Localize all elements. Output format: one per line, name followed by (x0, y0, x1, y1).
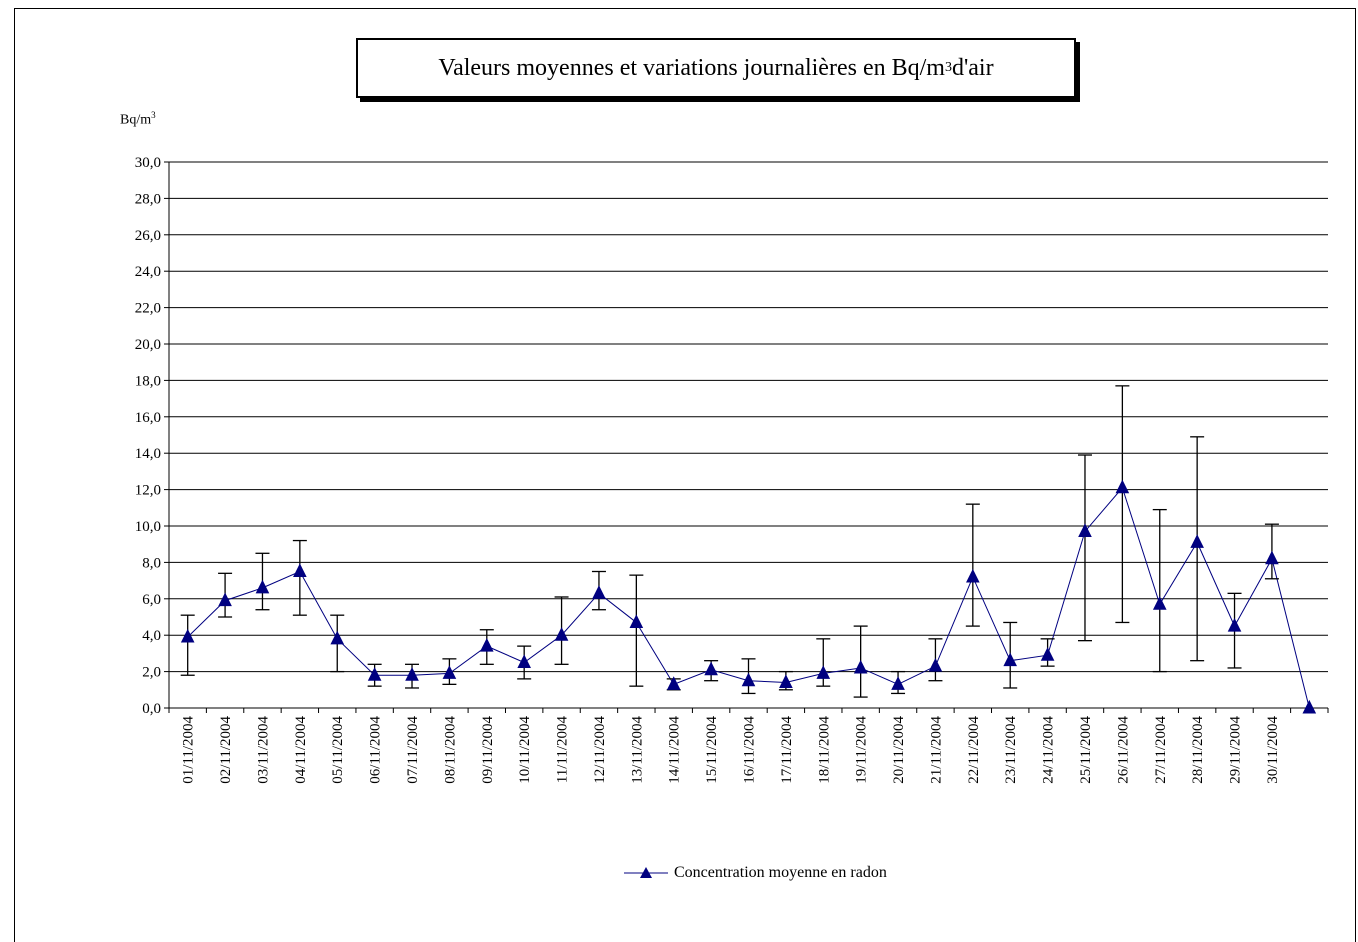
data-point (1040, 647, 1055, 661)
chart-title-main: Valeurs moyennes et variations journaliè… (438, 54, 945, 81)
x-tick-label: 27/11/2004 (1153, 716, 1169, 784)
data-point (816, 665, 831, 679)
x-tick-label: 16/11/2004 (742, 716, 758, 784)
y-axis-unit-main: Bq/m (120, 112, 152, 128)
legend: Concentration moyenne en radon (624, 864, 887, 882)
data-point (1227, 617, 1242, 632)
x-tick-label: 02/11/2004 (218, 716, 234, 784)
y-tick-label: 22,0 (135, 301, 161, 317)
chart-title-sup: 3 (944, 60, 952, 75)
x-tick-label: 04/11/2004 (293, 716, 309, 784)
data-point (218, 592, 232, 607)
x-tick-label: 26/11/2004 (1115, 716, 1131, 784)
x-tick-label: 13/11/2004 (629, 716, 645, 784)
legend-marker-icon (624, 867, 668, 878)
chart-title-tail: d'air (951, 54, 994, 81)
data-point (517, 654, 531, 668)
y-tick-label: 14,0 (135, 446, 161, 462)
data-point (629, 614, 644, 628)
y-tick-label: 18,0 (135, 373, 161, 389)
y-tick-label: 30,0 (135, 155, 161, 171)
data-point (330, 630, 345, 645)
data-point (666, 676, 681, 690)
y-axis-unit-sup: 3 (151, 110, 156, 120)
data-point (479, 638, 494, 652)
data-point (1152, 596, 1167, 610)
data-point (779, 674, 793, 689)
legend-label: Concentration moyenne en radon (674, 864, 887, 881)
x-tick-label: 03/11/2004 (255, 716, 271, 784)
x-tick-label: 30/11/2004 (1265, 716, 1281, 784)
data-point (405, 667, 419, 681)
data-point (293, 563, 307, 577)
y-tick-label: 12,0 (135, 483, 161, 499)
y-tick-label: 16,0 (135, 410, 161, 426)
y-tick-label: 0,0 (142, 701, 161, 717)
x-tick-label: 06/11/2004 (368, 716, 384, 784)
data-point (928, 658, 943, 672)
x-tick-label: 14/11/2004 (667, 716, 683, 784)
y-tick-label: 28,0 (135, 191, 161, 207)
y-tick-label: 24,0 (135, 264, 161, 280)
y-tick-label: 20,0 (135, 337, 161, 353)
x-tick-label: 11/11/2004 (555, 716, 571, 784)
data-point (1265, 550, 1279, 565)
data-point (704, 661, 718, 676)
x-tick-label: 25/11/2004 (1078, 716, 1094, 784)
x-tick-label: 07/11/2004 (405, 716, 421, 784)
x-tick-label: 09/11/2004 (480, 716, 496, 784)
x-tick-label: 23/11/2004 (1003, 716, 1019, 784)
x-tick-label: 19/11/2004 (854, 716, 870, 784)
data-point (891, 676, 905, 690)
x-tick-label: 08/11/2004 (442, 716, 458, 784)
x-tick-label: 29/11/2004 (1228, 716, 1244, 784)
y-tick-label: 8,0 (142, 555, 161, 571)
y-tick-label: 2,0 (142, 665, 161, 681)
x-tick-label: 01/11/2004 (181, 716, 197, 784)
data-point (367, 667, 382, 681)
x-tick-label: 28/11/2004 (1190, 716, 1206, 784)
x-tick-label: 18/11/2004 (816, 716, 832, 784)
x-tick-label: 15/11/2004 (704, 716, 720, 784)
y-axis-unit-label: Bq/m3 (120, 110, 156, 129)
x-tick-label: 05/11/2004 (330, 716, 346, 784)
data-point (554, 627, 569, 641)
data-point (853, 659, 868, 674)
data-point (1115, 479, 1130, 494)
data-point (966, 568, 980, 583)
x-tick-label: 10/11/2004 (517, 716, 533, 784)
data-point (180, 628, 195, 643)
data-point (1003, 652, 1018, 667)
data-point (1190, 534, 1204, 548)
x-tick-label: 17/11/2004 (779, 716, 795, 784)
data-point (741, 672, 756, 687)
x-tick-label: 24/11/2004 (1041, 716, 1057, 784)
x-tick-label: 20/11/2004 (891, 716, 907, 784)
chart-title: Valeurs moyennes et variations journaliè… (356, 38, 1076, 98)
chart-frame (14, 8, 1356, 942)
data-point (442, 665, 457, 679)
y-tick-label: 4,0 (142, 628, 161, 644)
y-tick-label: 10,0 (135, 519, 161, 535)
y-tick-label: 6,0 (142, 592, 161, 608)
data-point (1078, 523, 1092, 537)
x-tick-label: 22/11/2004 (966, 716, 982, 784)
data-point (1302, 699, 1317, 714)
data-point (592, 585, 606, 599)
x-tick-label: 12/11/2004 (592, 716, 608, 784)
y-tick-label: 26,0 (135, 228, 161, 244)
data-point (255, 579, 270, 594)
x-tick-label: 21/11/2004 (928, 716, 944, 784)
